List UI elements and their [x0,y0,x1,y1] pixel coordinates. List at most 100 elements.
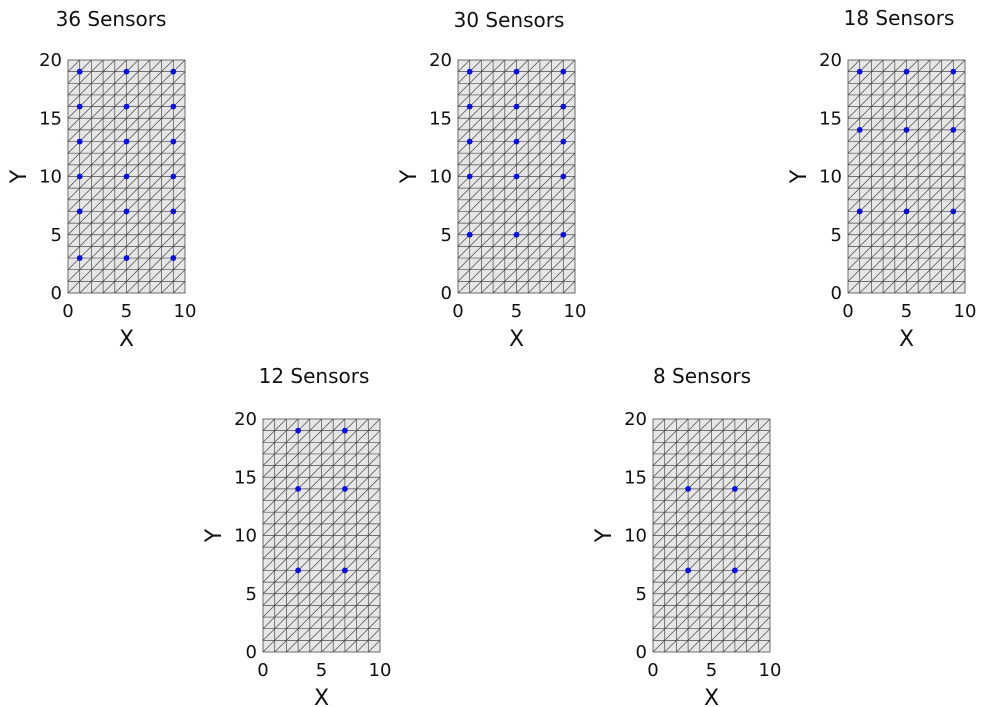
y-axis-label: Y [202,528,227,543]
y-tick-label: 15 [39,108,62,129]
y-tick-label: 15 [234,467,257,488]
x-axis-label: X [899,327,914,352]
y-tick-label: 10 [819,167,842,188]
chart-title: 18 Sensors [844,6,955,30]
subplot-2: 30 Sensors 0 5 10 15 20 0 5 10 X Y [397,8,586,352]
y-tick-label: 20 [39,50,62,71]
y-tick-label: 20 [429,50,452,71]
x-tick-label: 0 [647,660,658,681]
sensor-point [123,103,130,110]
sensor-point [76,138,83,145]
sensor-point [950,208,957,215]
chart-title: 30 Sensors [454,8,565,32]
subplot-3: 18 Sensors 0 5 10 15 20 0 5 10 X Y [787,6,976,352]
x-tick-label: 10 [369,660,392,681]
sensor-point [732,486,738,492]
y-tick-label: 10 [39,167,62,188]
y-axis-label: Y [7,169,32,184]
x-tick-label: 10 [759,660,782,681]
sensor-point [76,68,83,75]
sensor-point [560,173,567,180]
x-tick-label: 0 [62,301,73,322]
sensor-point [950,126,957,133]
sensor-point [856,126,863,133]
sensor-point [76,103,83,110]
sensor-point [903,68,910,75]
x-axis-label: X [119,327,134,352]
x-axis-label: X [704,686,719,707]
y-tick-label: 15 [624,467,647,488]
mesh-lines [847,59,966,294]
sensor-point [513,231,520,238]
sensor-point [76,208,83,215]
y-tick-label: 20 [819,50,842,71]
x-tick-label: 10 [954,301,977,322]
y-tick-label: 0 [51,283,62,304]
sensor-point [466,103,473,110]
y-tick-label: 0 [831,283,842,304]
sensor-point [170,208,177,215]
y-tick-label: 15 [429,108,452,129]
y-tick-label: 10 [429,167,452,188]
x-tick-label: 5 [121,301,132,322]
sensor-point [342,427,348,434]
sensor-point [342,486,348,492]
x-tick-label: 5 [511,301,522,322]
y-axis-label: Y [397,169,422,184]
sensor-point [856,68,863,75]
sensor-point [950,68,957,75]
sensor-point [560,138,567,145]
y-tick-label: 20 [234,409,257,430]
y-tick-label: 10 [624,526,647,547]
sensor-point [560,231,567,238]
sensor-point [123,255,130,261]
sensor-point [76,173,83,180]
y-tick-label: 10 [234,526,257,547]
subplot-4: 12 Sensors 0 5 10 15 20 0 5 10 X Y [202,364,391,707]
x-tick-label: 5 [706,660,717,681]
y-tick-label: 15 [819,108,842,129]
sensor-point [685,486,691,492]
x-axis-label: X [314,686,329,707]
sensor-point [513,138,520,145]
sensor-point [466,68,473,75]
sensor-point [170,138,177,145]
x-axis-label: X [509,327,524,352]
sensor-point [170,255,177,261]
y-tick-label: 20 [624,409,647,430]
sensor-point [513,103,520,110]
y-tick-label: 0 [246,642,257,663]
mesh-lines [652,418,771,653]
y-tick-label: 0 [441,283,452,304]
y-axis-label: Y [787,169,812,184]
chart-title: 8 Sensors [653,364,751,388]
y-axis-label: Y [592,528,617,543]
sensor-point [903,126,910,133]
subplot-1: 36 Sensors 0 5 10 15 20 0 5 10 X Y [7,7,196,352]
subplot-5: 8 Sensors 0 5 10 15 20 0 5 10 X Y [592,364,781,707]
sensor-point [513,173,520,180]
y-tick-label: 0 [636,642,647,663]
sensor-point [295,567,301,574]
sensor-point [685,567,691,574]
sensor-point [466,173,473,180]
y-tick-label: 5 [51,225,62,246]
sensor-point [76,255,83,261]
sensor-point [170,173,177,180]
x-tick-label: 10 [174,301,197,322]
chart-title: 36 Sensors [56,7,167,31]
sensor-point [732,567,738,574]
sensor-point [342,567,348,574]
sensor-point [560,68,567,75]
sensor-point [123,138,130,145]
y-tick-label: 5 [831,225,842,246]
sensor-point [560,103,567,110]
sensor-point [123,208,130,215]
mesh-lines [262,418,381,653]
chart-title: 12 Sensors [259,364,370,388]
sensor-point [295,486,301,492]
sensor-point [466,138,473,145]
sensor-point [170,103,177,110]
x-tick-label: 5 [901,301,912,322]
